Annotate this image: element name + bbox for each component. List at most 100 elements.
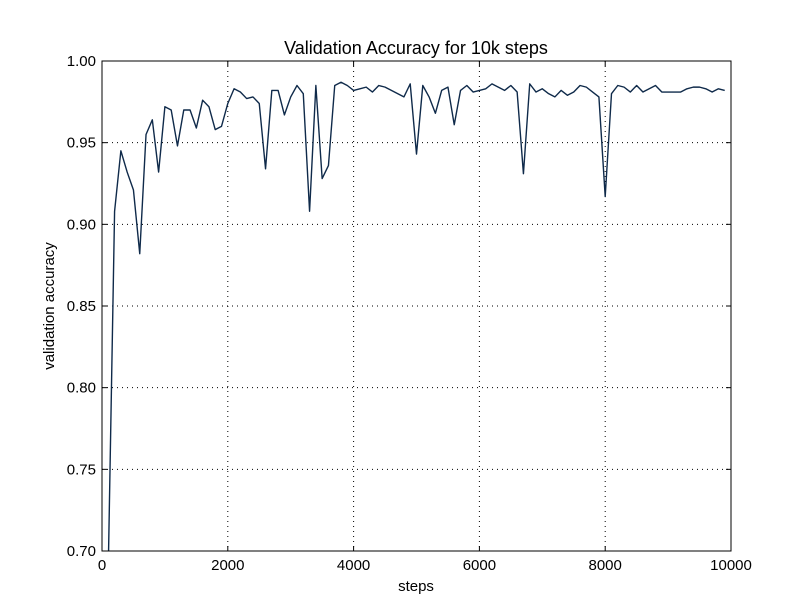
data-point xyxy=(353,90,355,92)
data-point xyxy=(441,90,443,92)
data-point xyxy=(548,93,550,95)
x-tick-label: 8000 xyxy=(589,557,622,574)
data-point xyxy=(403,96,405,98)
data-point xyxy=(667,91,669,93)
data-point xyxy=(686,88,688,90)
data-point xyxy=(617,85,619,87)
data-point xyxy=(655,85,657,87)
data-point xyxy=(535,91,537,93)
data-point xyxy=(598,96,600,98)
data-point xyxy=(479,90,481,92)
data-point xyxy=(460,90,462,92)
y-axis-title: validation accuracy xyxy=(41,242,58,370)
data-point xyxy=(718,88,720,90)
data-point xyxy=(365,86,367,88)
data-point xyxy=(579,85,581,87)
data-point xyxy=(592,91,594,93)
data-point xyxy=(604,196,606,198)
data-point xyxy=(196,127,198,129)
data-point xyxy=(611,93,613,95)
data-point xyxy=(334,85,336,87)
data-point xyxy=(214,129,216,131)
y-tick-label: 0.70 xyxy=(67,543,96,560)
data-point xyxy=(491,83,493,85)
data-point xyxy=(277,90,279,92)
data-point xyxy=(485,88,487,90)
data-point xyxy=(661,91,663,93)
data-point xyxy=(586,86,588,88)
data-point xyxy=(692,86,694,88)
data-point xyxy=(510,85,512,87)
data-point xyxy=(416,153,418,155)
data-point xyxy=(428,96,430,98)
data-point xyxy=(711,91,713,93)
data-point xyxy=(265,168,267,170)
data-point xyxy=(523,173,525,175)
data-point xyxy=(453,124,455,126)
data-point xyxy=(164,106,166,108)
data-point xyxy=(347,85,349,87)
y-tick-label: 1.00 xyxy=(67,53,96,70)
data-point xyxy=(573,91,575,93)
data-point xyxy=(560,90,562,92)
data-point xyxy=(397,93,399,95)
data-point xyxy=(422,85,424,87)
data-point xyxy=(636,85,638,87)
data-point xyxy=(504,90,506,92)
data-point xyxy=(177,145,179,147)
data-point xyxy=(630,91,632,93)
data-point xyxy=(107,567,109,569)
data-point xyxy=(674,91,676,93)
data-point xyxy=(158,171,160,173)
data-point xyxy=(699,86,701,88)
data-point xyxy=(302,93,304,95)
x-tick-label: 6000 xyxy=(463,557,496,574)
data-point xyxy=(378,85,380,87)
data-point xyxy=(258,103,260,105)
data-point xyxy=(472,91,474,93)
data-point xyxy=(189,109,191,111)
axis-ticks: 0 2000 4000 6000 8000 10000 0.70 0.75 0.80 0.85 0.… xyxy=(67,53,752,574)
data-point xyxy=(290,96,292,98)
x-tick-label: 0 xyxy=(98,557,106,574)
data-point xyxy=(315,85,317,87)
y-tick-label: 0.90 xyxy=(67,216,96,233)
y-tick-label: 0.75 xyxy=(67,461,96,478)
data-point xyxy=(284,114,286,116)
data-point xyxy=(642,91,644,93)
chart-title: Validation Accuracy for 10k steps xyxy=(284,38,548,58)
data-point xyxy=(447,86,449,88)
data-point xyxy=(252,96,254,98)
plot-frame xyxy=(101,60,732,552)
series-line xyxy=(107,81,725,551)
data-point xyxy=(435,112,437,114)
grid-lines xyxy=(102,61,731,551)
x-tick-label: 2000 xyxy=(211,557,244,574)
data-point xyxy=(497,86,499,88)
data-point xyxy=(126,171,128,173)
data-point xyxy=(183,109,185,111)
data-point xyxy=(271,90,273,92)
data-point xyxy=(208,106,210,108)
data-point xyxy=(359,88,361,90)
data-point xyxy=(724,90,726,92)
x-tick-label: 4000 xyxy=(337,557,370,574)
data-point xyxy=(321,178,323,180)
data-point xyxy=(340,81,342,83)
data-point xyxy=(246,98,248,100)
data-point xyxy=(227,103,229,105)
data-point xyxy=(145,134,147,136)
data-point xyxy=(240,91,242,93)
data-point xyxy=(409,83,411,85)
data-point xyxy=(296,85,298,87)
data-point xyxy=(114,210,116,212)
x-tick-label: 10000 xyxy=(710,557,752,574)
data-point xyxy=(309,210,311,212)
data-point xyxy=(133,189,135,191)
data-point xyxy=(529,83,531,85)
data-point xyxy=(391,90,393,92)
data-point xyxy=(233,88,235,90)
y-tick-label: 0.85 xyxy=(67,298,96,315)
data-point xyxy=(120,150,122,152)
x-axis-title: steps xyxy=(398,578,434,595)
